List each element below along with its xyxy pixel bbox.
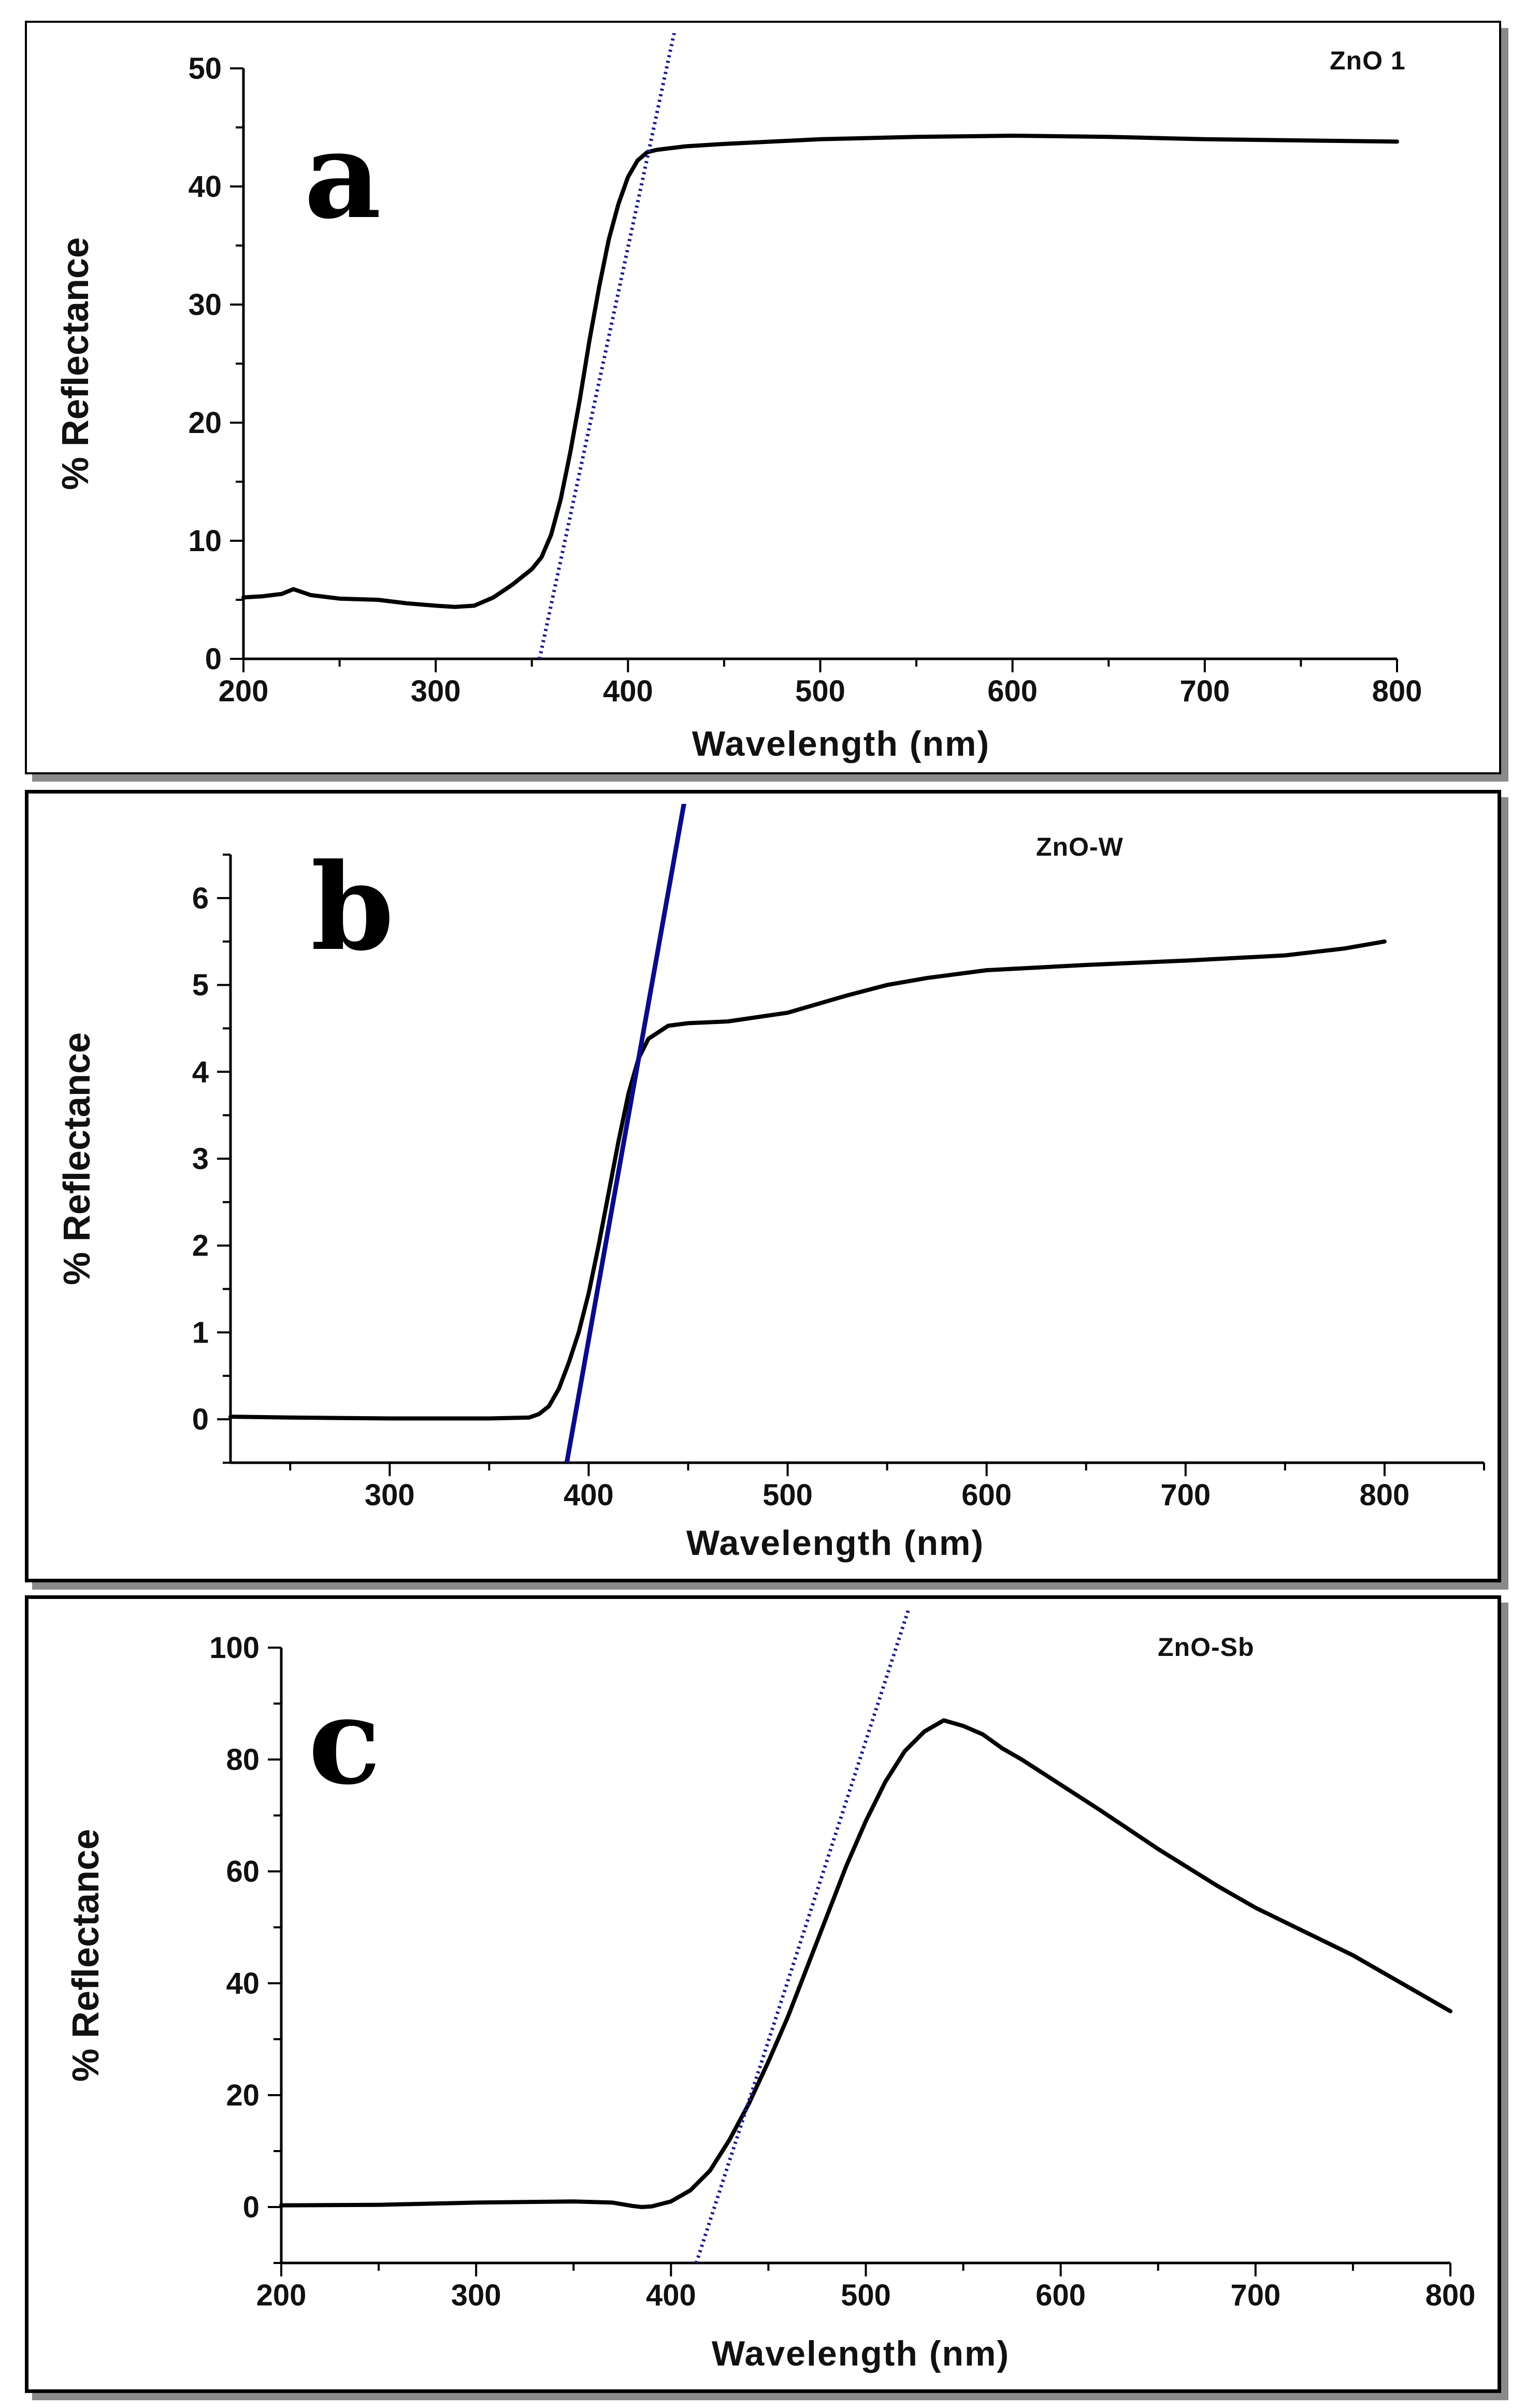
- x-tick-label: 500: [841, 2279, 891, 2312]
- panel-c-zno-sb: 200 300 400 500 600 700 800 0 20 40 60 80 100 Wavelen…: [25, 1595, 1501, 2393]
- panel-a-zno1: 200 300 400 500 600 700 800 0 10 20 30 40 50 Waveleng…: [25, 21, 1501, 774]
- x-tick-label: 700: [1230, 2279, 1280, 2312]
- x-tick-label: 700: [1179, 674, 1230, 708]
- y-tick-label: 0: [205, 642, 222, 676]
- panel-letter: a: [304, 106, 381, 246]
- x-tick-label: 400: [564, 1478, 614, 1512]
- y-tick-label: 5: [192, 969, 209, 1002]
- y-tick-label: 4: [192, 1055, 209, 1089]
- y-tick-label: 0: [192, 1403, 209, 1436]
- x-axis-title: Wavelength (nm): [712, 2334, 1010, 2373]
- y-tick-label: 100: [209, 1631, 260, 1665]
- x-tick-label: 300: [451, 2279, 501, 2312]
- x-axis-title: Wavelength (nm): [686, 1523, 984, 1563]
- sample-label: ZnO-W: [1036, 832, 1124, 861]
- spectrum-curve: [228, 939, 1387, 1421]
- tangent-line: [694, 1609, 911, 2263]
- x-tick-label: 400: [646, 2279, 696, 2312]
- x-tick-label: 800: [1372, 674, 1422, 708]
- y-axis-title: % Reflectance: [55, 237, 96, 490]
- spectrum-curve: [241, 134, 1399, 609]
- y-tick-label: 6: [192, 882, 209, 915]
- spectrum-curve: [279, 1718, 1452, 2209]
- x-tick-label: 300: [365, 1478, 415, 1512]
- y-tick-label: 50: [188, 52, 222, 85]
- tangent-line: [538, 33, 676, 659]
- panel-b-zno-w: 300 400 500 600 700 800 0 1 2 3 4 5 6 Wavelength (nm)…: [25, 790, 1501, 1582]
- x-tick-label: 800: [1426, 2279, 1476, 2312]
- y-tick-label: 3: [192, 1142, 209, 1176]
- x-tick-label: 600: [1035, 2279, 1086, 2312]
- y-tick-label: 20: [188, 406, 222, 440]
- y-tick-label: 60: [226, 1855, 260, 1888]
- x-tick-label: 300: [411, 674, 461, 708]
- y-axis-title: % Reflectance: [65, 1829, 107, 2082]
- sample-label: ZnO 1: [1330, 46, 1406, 75]
- x-tick-label: 500: [795, 674, 845, 708]
- y-tick-label: 0: [243, 2190, 260, 2224]
- x-tick-label: 200: [219, 674, 269, 708]
- y-tick-label: 80: [226, 1743, 260, 1777]
- y-tick-label: 40: [226, 1967, 260, 2000]
- panel-letter: b: [311, 838, 394, 977]
- y-tick-label: 40: [188, 170, 222, 204]
- tangent-line: [564, 804, 686, 1463]
- x-tick-label: 800: [1360, 1478, 1410, 1512]
- x-tick-label: 500: [762, 1478, 813, 1512]
- y-axis-title: % Reflectance: [56, 1032, 98, 1285]
- chart-a-svg: 200 300 400 500 600 700 800 0 10 20 30 40 50 Waveleng…: [55, 33, 1422, 763]
- panel-letter: c: [308, 1671, 381, 1811]
- x-tick-label: 200: [256, 2279, 307, 2312]
- y-tick-label: 1: [192, 1316, 209, 1349]
- y-tick-label: 2: [192, 1229, 209, 1263]
- x-tick-label: 700: [1160, 1478, 1211, 1512]
- x-tick-label: 600: [987, 674, 1038, 708]
- x-axis-title: Wavelength (nm): [692, 724, 990, 763]
- chart-c-svg: 200 300 400 500 600 700 800 0 20 40 60 80 100 Wavelen…: [65, 1609, 1476, 2373]
- chart-b-svg: 300 400 500 600 700 800 0 1 2 3 4 5 6 Wavelength (nm)…: [56, 804, 1485, 1563]
- y-tick-label: 30: [188, 288, 222, 322]
- sample-label: ZnO-Sb: [1158, 1633, 1255, 1662]
- x-tick-label: 400: [603, 674, 653, 708]
- y-tick-label: 10: [188, 524, 222, 558]
- y-tick-label: 20: [226, 2079, 260, 2112]
- x-tick-label: 600: [961, 1478, 1012, 1512]
